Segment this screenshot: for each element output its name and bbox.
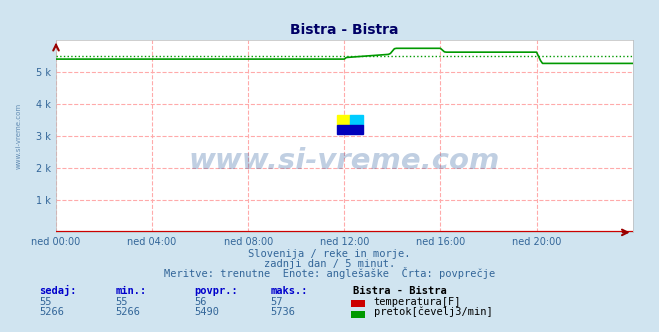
Text: 5490: 5490 [194, 307, 219, 317]
Text: Meritve: trenutne  Enote: anglešaške  Črta: povprečje: Meritve: trenutne Enote: anglešaške Črta… [164, 267, 495, 279]
Text: zadnji dan / 5 minut.: zadnji dan / 5 minut. [264, 259, 395, 269]
Text: 57: 57 [270, 297, 283, 307]
Text: Bistra - Bistra: Bistra - Bistra [353, 286, 446, 296]
Text: 55: 55 [40, 297, 52, 307]
Text: povpr.:: povpr.: [194, 286, 238, 296]
Text: www.si-vreme.com: www.si-vreme.com [16, 103, 22, 169]
Text: 56: 56 [194, 297, 207, 307]
Text: temperatura[F]: temperatura[F] [374, 297, 461, 307]
Text: 5736: 5736 [270, 307, 295, 317]
Text: 5266: 5266 [115, 307, 140, 317]
Title: Bistra - Bistra: Bistra - Bistra [290, 23, 399, 37]
Text: sedaj:: sedaj: [40, 285, 77, 296]
Text: pretok[čevelj3/min]: pretok[čevelj3/min] [374, 307, 492, 317]
Text: www.si-vreme.com: www.si-vreme.com [188, 147, 500, 175]
Text: min.:: min.: [115, 286, 146, 296]
Bar [350, 115, 362, 124]
Text: Slovenija / reke in morje.: Slovenija / reke in morje. [248, 249, 411, 259]
Text: 55: 55 [115, 297, 128, 307]
Text: maks.:: maks.: [270, 286, 308, 296]
Bar [337, 124, 362, 134]
Text: 5266: 5266 [40, 307, 65, 317]
Bar [337, 115, 350, 124]
